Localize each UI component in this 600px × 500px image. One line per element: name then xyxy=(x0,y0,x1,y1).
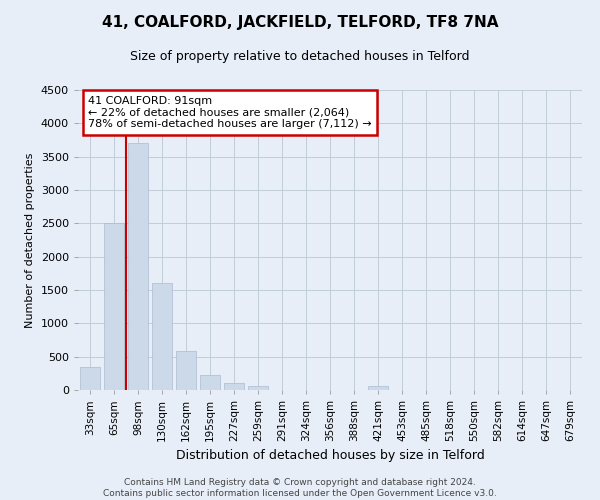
Text: 41, COALFORD, JACKFIELD, TELFORD, TF8 7NA: 41, COALFORD, JACKFIELD, TELFORD, TF8 7N… xyxy=(102,15,498,30)
Bar xyxy=(368,386,388,390)
Bar xyxy=(224,384,244,390)
Bar xyxy=(104,224,124,390)
X-axis label: Distribution of detached houses by size in Telford: Distribution of detached houses by size … xyxy=(176,450,484,462)
Bar xyxy=(200,376,220,390)
Bar xyxy=(80,366,100,390)
Bar xyxy=(152,284,172,390)
Text: Size of property relative to detached houses in Telford: Size of property relative to detached ho… xyxy=(130,50,470,63)
Text: 41 COALFORD: 91sqm
← 22% of detached houses are smaller (2,064)
78% of semi-deta: 41 COALFORD: 91sqm ← 22% of detached hou… xyxy=(88,96,372,129)
Bar xyxy=(248,386,268,390)
Bar xyxy=(176,352,196,390)
Text: Contains HM Land Registry data © Crown copyright and database right 2024.
Contai: Contains HM Land Registry data © Crown c… xyxy=(103,478,497,498)
Bar xyxy=(128,144,148,390)
Y-axis label: Number of detached properties: Number of detached properties xyxy=(25,152,35,328)
